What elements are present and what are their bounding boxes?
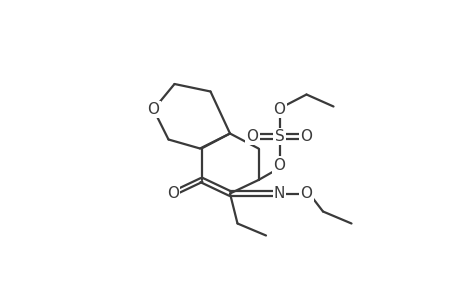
Text: O: O (273, 158, 285, 172)
Text: O: O (167, 186, 179, 201)
Text: O: O (300, 129, 312, 144)
Text: O: O (273, 102, 285, 117)
Text: O: O (246, 129, 258, 144)
Text: S: S (274, 129, 284, 144)
Text: O: O (300, 186, 312, 201)
Text: N: N (273, 186, 285, 201)
Text: O: O (147, 102, 159, 117)
